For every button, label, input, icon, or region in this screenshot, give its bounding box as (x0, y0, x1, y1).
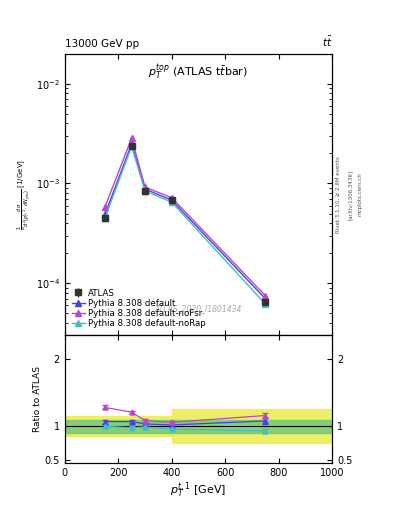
X-axis label: $p_T^{t,1}$ [GeV]: $p_T^{t,1}$ [GeV] (170, 481, 227, 501)
Line: Pythia 8.308 default-noRap: Pythia 8.308 default-noRap (102, 144, 268, 307)
Y-axis label: $\frac{1}{\sigma}\frac{d\sigma}{d^2(p_T^{t,1}\cdot\,dN_{jets})}$ [1/GeV]: $\frac{1}{\sigma}\frac{d\sigma}{d^2(p_T^… (17, 159, 35, 230)
Y-axis label: Ratio to ATLAS: Ratio to ATLAS (33, 367, 42, 432)
Pythia 8.308 default-noRap (103, 215, 107, 221)
Pythia 8.308 default-noFsr (143, 184, 147, 190)
Pythia 8.308 default-noRap (263, 301, 268, 307)
Pythia 8.308 default-noRap (129, 143, 134, 150)
Text: [arXiv:1306.3436]: [arXiv:1306.3436] (348, 169, 353, 220)
Pythia 8.308 default (103, 211, 107, 218)
Pythia 8.308 default-noFsr (169, 195, 174, 201)
Text: ATLAS_2020_I1801434: ATLAS_2020_I1801434 (155, 304, 242, 313)
Pythia 8.308 default-noRap (143, 188, 147, 194)
Pythia 8.308 default (143, 186, 147, 192)
Pythia 8.308 default-noFsr (129, 135, 134, 141)
Text: $p_T^{top}$ (ATLAS t$\bar{t}$bar): $p_T^{top}$ (ATLAS t$\bar{t}$bar) (149, 62, 248, 82)
Pythia 8.308 default-noFsr (103, 204, 107, 210)
Text: $t\bar{t}$: $t\bar{t}$ (321, 34, 332, 49)
Text: Rivet 3.1.10, ≥ 2.8M events: Rivet 3.1.10, ≥ 2.8M events (336, 156, 341, 233)
Legend: ATLAS, Pythia 8.308 default, Pythia 8.308 default-noFsr, Pythia 8.308 default-no: ATLAS, Pythia 8.308 default, Pythia 8.30… (69, 286, 208, 331)
Bar (65, 416, 172, 436)
Pythia 8.308 default-noRap (169, 199, 174, 205)
Line: Pythia 8.308 default-noFsr: Pythia 8.308 default-noFsr (102, 135, 268, 298)
Line: Pythia 8.308 default: Pythia 8.308 default (102, 141, 268, 302)
Text: 13000 GeV pp: 13000 GeV pp (65, 38, 139, 49)
Bar (172, 410, 332, 443)
Pythia 8.308 default (169, 197, 174, 203)
Pythia 8.308 default (129, 141, 134, 147)
Pythia 8.308 default (263, 295, 268, 302)
Text: mcplots.cern.ch: mcplots.cern.ch (358, 173, 363, 217)
Bar (65, 419, 332, 433)
Pythia 8.308 default-noFsr (263, 292, 268, 298)
